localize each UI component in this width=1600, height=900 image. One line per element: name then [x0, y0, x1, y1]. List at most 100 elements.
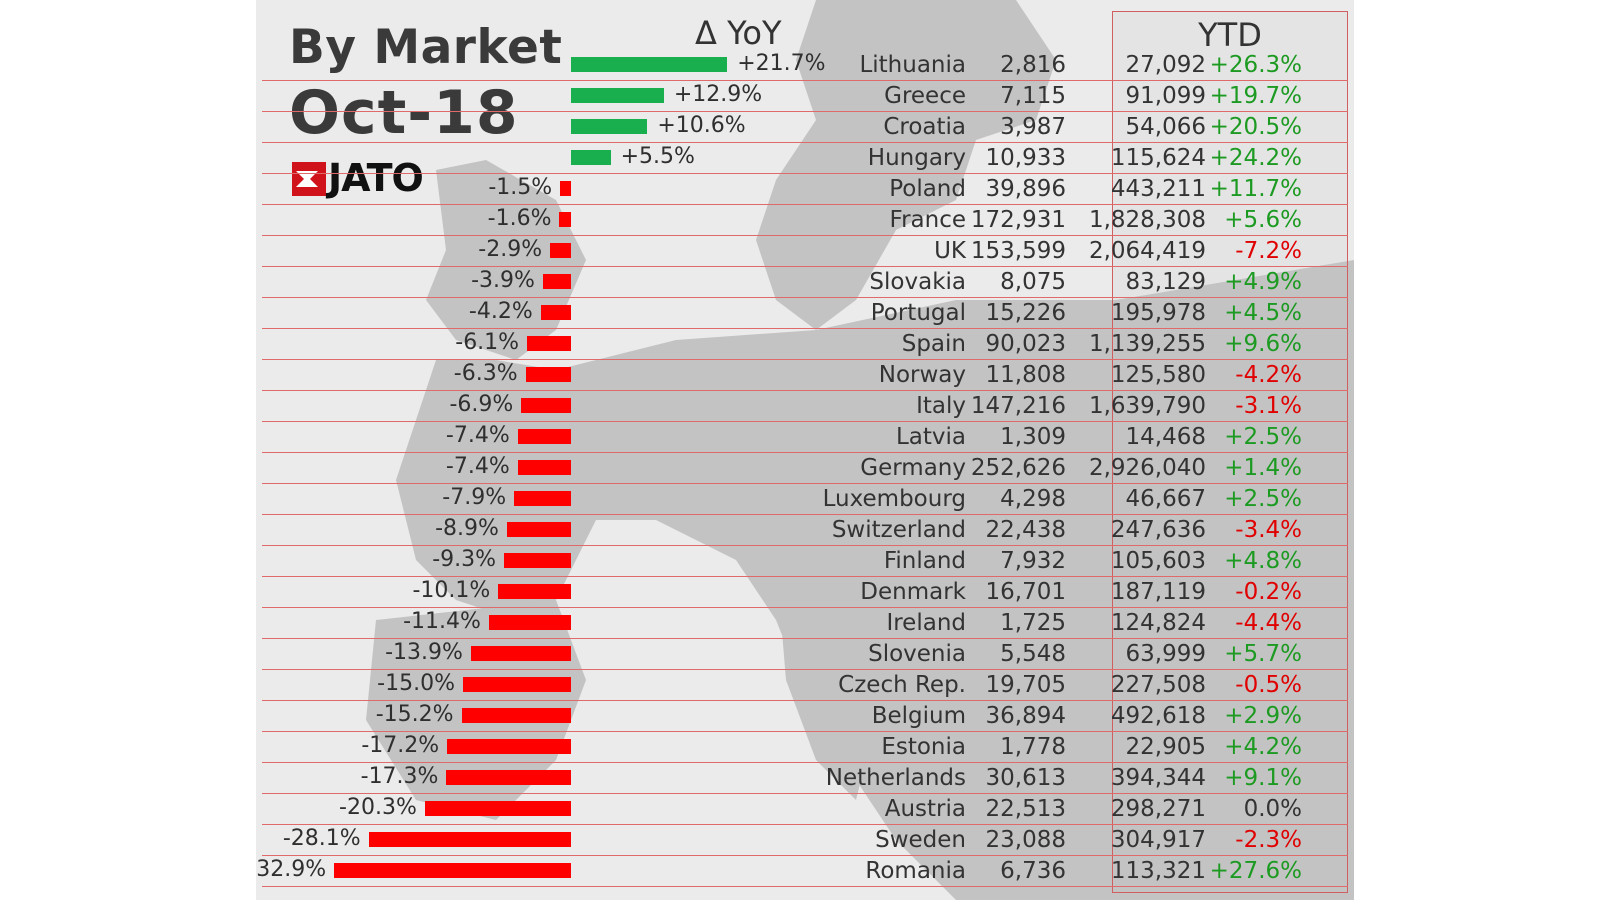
row-divider: [262, 483, 1348, 484]
country-name: Croatia: [883, 114, 966, 140]
ytd-column-header: YTD: [1198, 16, 1262, 54]
row-divider: [262, 80, 1348, 81]
country-name: Hungary: [867, 145, 966, 171]
ytd-volume: 2,064,419: [1088, 238, 1206, 264]
ytd-change: +9.6%: [1224, 331, 1302, 357]
yoy-bar: [542, 274, 571, 289]
country-name: Italy: [916, 393, 966, 419]
month-volume: 8,075: [1000, 269, 1066, 295]
month-volume: 1,309: [1000, 424, 1066, 450]
yoy-bar-label: -20.3%: [339, 795, 417, 820]
country-name: Belgium: [871, 703, 966, 729]
country-name: France: [889, 207, 966, 233]
ytd-volume: 63,999: [1125, 641, 1206, 667]
month-volume: 10,933: [985, 145, 1066, 171]
month-volume: 5,548: [1000, 641, 1066, 667]
yoy-bar: [525, 367, 571, 382]
ytd-change: -3.1%: [1235, 393, 1302, 419]
ytd-volume: 113,321: [1110, 858, 1206, 884]
country-name: Switzerland: [831, 517, 966, 543]
logo-text: JATO: [328, 156, 424, 200]
row-divider: [262, 855, 1348, 856]
ytd-change: -7.2%: [1235, 238, 1302, 264]
yoy-bar: [447, 739, 571, 754]
country-name: Estonia: [881, 734, 966, 760]
country-name: Slovenia: [868, 641, 966, 667]
yoy-bar: [506, 522, 571, 537]
month-volume: 153,599: [970, 238, 1066, 264]
yoy-bar: [470, 646, 571, 661]
yoy-bar-label: +21.7%: [737, 51, 826, 76]
row-divider: [262, 886, 1348, 887]
ytd-change: +5.6%: [1224, 207, 1302, 233]
ytd-change: +4.5%: [1224, 300, 1302, 326]
yoy-bar-label: -4.2%: [468, 299, 533, 324]
ytd-volume: 298,271: [1110, 796, 1206, 822]
yoy-bar: [504, 553, 571, 568]
yoy-bar: [571, 88, 664, 103]
yoy-bar-label: -7.9%: [442, 485, 507, 510]
yoy-column-header: Δ YoY: [695, 14, 782, 52]
ytd-volume: 227,508: [1110, 672, 1206, 698]
yoy-bar-label: -7.4%: [445, 454, 510, 479]
month-volume: 15,226: [985, 300, 1066, 326]
yoy-bar-label: -3.9%: [471, 268, 535, 293]
ytd-change: +27.6%: [1209, 858, 1302, 884]
ytd-volume: 14,468: [1125, 424, 1206, 450]
yoy-bar-label: +5.5%: [620, 144, 695, 169]
yoy-bar-label: -1.5%: [488, 175, 553, 200]
month-volume: 11,808: [985, 362, 1066, 388]
yoy-bar: [461, 708, 571, 723]
yoy-bar: [514, 491, 571, 506]
month-volume: 7,115: [1000, 83, 1066, 109]
ytd-volume: 83,129: [1125, 269, 1206, 295]
country-name: Slovakia: [869, 269, 966, 295]
yoy-bar-label: -17.3%: [360, 764, 439, 789]
logo-mark-icon: [292, 162, 326, 196]
row-divider: [262, 359, 1348, 360]
ytd-volume: 125,580: [1110, 362, 1206, 388]
month-volume: 90,023: [985, 331, 1066, 357]
country-name: Greece: [884, 83, 966, 109]
ytd-change: +4.8%: [1224, 548, 1302, 574]
row-divider: [262, 266, 1348, 267]
row-divider: [262, 142, 1348, 143]
ytd-volume: 115,624: [1110, 145, 1206, 171]
month-volume: 2,816: [1000, 52, 1066, 78]
yoy-bar-label: -6.1%: [455, 330, 520, 355]
yoy-bar-label: -9.3%: [432, 547, 497, 572]
ytd-volume: 443,211: [1110, 176, 1206, 202]
yoy-bar-label: -15.0%: [377, 671, 455, 696]
country-name: Germany: [860, 455, 966, 481]
yoy-bar: [517, 429, 571, 444]
yoy-bar: [521, 398, 571, 413]
ytd-change: +26.3%: [1209, 52, 1302, 78]
month-volume: 3,987: [1000, 114, 1066, 140]
row-divider: [262, 328, 1348, 329]
yoy-bar: [498, 584, 571, 599]
ytd-volume: 91,099: [1125, 83, 1206, 109]
yoy-bar-label: -28.1%: [282, 826, 361, 851]
ytd-change: +9.1%: [1224, 765, 1302, 791]
row-divider: [262, 607, 1348, 608]
yoy-bar: [517, 460, 571, 475]
row-divider: [262, 576, 1348, 577]
ytd-change: +19.7%: [1209, 83, 1302, 109]
ytd-change: -0.2%: [1235, 579, 1302, 605]
row-divider: [262, 297, 1348, 298]
yoy-bar: [560, 181, 571, 196]
ytd-change: -4.4%: [1235, 610, 1302, 636]
month-volume: 16,701: [985, 579, 1066, 605]
country-name: Lithuania: [859, 52, 966, 78]
ytd-volume: 46,667: [1125, 486, 1206, 512]
ytd-volume: 1,639,790: [1088, 393, 1206, 419]
ytd-volume: 124,824: [1110, 610, 1206, 636]
ytd-change: -3.4%: [1235, 517, 1302, 543]
ytd-change: +2.5%: [1224, 424, 1302, 450]
yoy-bar: [488, 615, 571, 630]
row-divider: [262, 762, 1348, 763]
month-volume: 19,705: [985, 672, 1066, 698]
country-name: Poland: [889, 176, 966, 202]
ytd-change: +4.9%: [1224, 269, 1302, 295]
country-name: Netherlands: [825, 765, 966, 791]
